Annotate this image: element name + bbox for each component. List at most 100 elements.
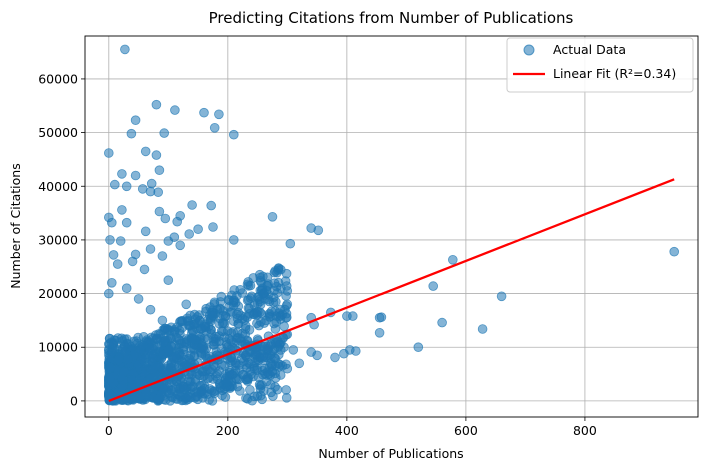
- scatter-point: [145, 304, 156, 315]
- scatter-point: [312, 350, 322, 361]
- scatter-point: [163, 360, 174, 371]
- scatter-point: [133, 294, 144, 304]
- scatter-point: [145, 244, 156, 254]
- scatter-point: [245, 366, 256, 377]
- scatter-point: [268, 391, 278, 401]
- scatter-point: [413, 342, 424, 353]
- y-tick-label: 20000: [38, 286, 78, 301]
- scatter-point: [117, 205, 127, 215]
- y-tick-label: 0: [70, 393, 78, 408]
- scatter-point: [154, 206, 165, 217]
- scatter-point: [153, 187, 164, 198]
- scatter-point: [339, 348, 349, 359]
- scatter-point: [153, 394, 163, 405]
- scatter-point: [150, 360, 161, 371]
- x-tick-label: 800: [573, 423, 597, 438]
- scatter-point: [258, 386, 269, 396]
- x-axis-ticks: 0 200 400 600 800: [105, 417, 597, 438]
- scatter-point: [258, 355, 269, 366]
- scatter-point: [268, 345, 278, 356]
- scatter-point: [175, 240, 186, 251]
- scatter-point: [108, 250, 119, 260]
- scatter-point: [140, 146, 151, 157]
- scatter-point: [237, 328, 248, 339]
- scatter-point: [264, 310, 275, 320]
- scatter-point: [242, 393, 253, 404]
- scatter-point: [105, 235, 115, 245]
- scatter-point: [137, 354, 148, 364]
- scatter-point: [229, 235, 239, 245]
- scatter-point: [110, 179, 120, 190]
- scatter-point: [188, 381, 198, 392]
- x-tick-label: 200: [216, 423, 240, 438]
- scatter-point: [669, 246, 679, 257]
- scatter-point: [159, 384, 169, 394]
- chart-title: Predicting Citations from Number of Publ…: [209, 9, 574, 27]
- scatter-point: [281, 312, 292, 323]
- scatter-point: [282, 286, 293, 296]
- scatter-point: [105, 362, 115, 373]
- scatter-point: [172, 216, 183, 227]
- legend-label-linear-fit: Linear Fit (R²=0.34): [553, 66, 676, 81]
- scatter-point: [121, 283, 132, 294]
- scatter-point: [115, 236, 126, 246]
- scatter-point: [224, 301, 234, 312]
- scatter-point: [259, 294, 270, 304]
- y-axis-label: Number of Citations: [8, 163, 23, 288]
- scatter-point: [244, 308, 255, 319]
- scatter-point: [184, 229, 195, 239]
- scatter-point: [437, 317, 447, 328]
- scatter-point: [140, 226, 151, 237]
- scatter-point: [117, 169, 127, 179]
- scatter-point: [208, 310, 218, 321]
- scatter-point: [105, 373, 115, 384]
- scatter-point: [211, 346, 222, 357]
- scatter-point: [151, 99, 162, 110]
- x-tick-label: 0: [105, 423, 113, 438]
- scatter-point: [227, 370, 238, 380]
- y-tick-label: 40000: [38, 179, 78, 194]
- scatter-point: [347, 311, 358, 321]
- scatter-point: [223, 326, 233, 336]
- legend: Actual Data Linear Fit (R²=0.34): [506, 37, 694, 93]
- scatter-point: [235, 284, 246, 295]
- scatter-point: [280, 276, 291, 286]
- scatter-point: [127, 256, 138, 267]
- scatter-point: [174, 334, 184, 345]
- scatter-point: [281, 385, 292, 395]
- scatter-point: [135, 392, 145, 402]
- y-tick-label: 30000: [38, 232, 78, 247]
- scatter-point: [282, 299, 293, 310]
- scatter-point: [169, 326, 180, 336]
- scatter-point: [181, 299, 192, 310]
- scatter-point: [285, 238, 296, 249]
- scatter-point: [496, 291, 507, 302]
- scatter-point: [208, 222, 218, 232]
- scatter-point: [163, 275, 174, 286]
- legend-label-actual-data: Actual Data: [553, 42, 626, 57]
- scatter-point: [240, 320, 251, 331]
- scatter-point: [374, 327, 385, 338]
- legend-scatter-marker: [523, 44, 535, 56]
- scatter-point: [107, 217, 117, 228]
- scatter-point: [428, 281, 439, 291]
- scatter-point: [107, 277, 117, 288]
- scatter-point: [104, 354, 114, 365]
- scatter-point: [117, 344, 128, 355]
- scatter-point: [113, 333, 123, 343]
- scatter-point: [170, 105, 180, 115]
- scatter-point: [270, 382, 280, 392]
- scatter-point: [241, 374, 251, 385]
- scatter-point: [112, 259, 123, 269]
- scatter-point: [205, 324, 216, 335]
- scatter-point: [270, 324, 281, 334]
- scatter-point: [282, 363, 293, 374]
- scatter-point: [229, 295, 239, 305]
- scatter-point: [232, 313, 243, 324]
- scatter-point: [145, 374, 155, 384]
- y-axis-ticks: 0 10000 20000 30000 40000 50000 60000: [38, 71, 85, 408]
- scatter-point: [376, 312, 387, 323]
- scatter-point: [104, 288, 114, 299]
- scatter-point: [294, 358, 305, 369]
